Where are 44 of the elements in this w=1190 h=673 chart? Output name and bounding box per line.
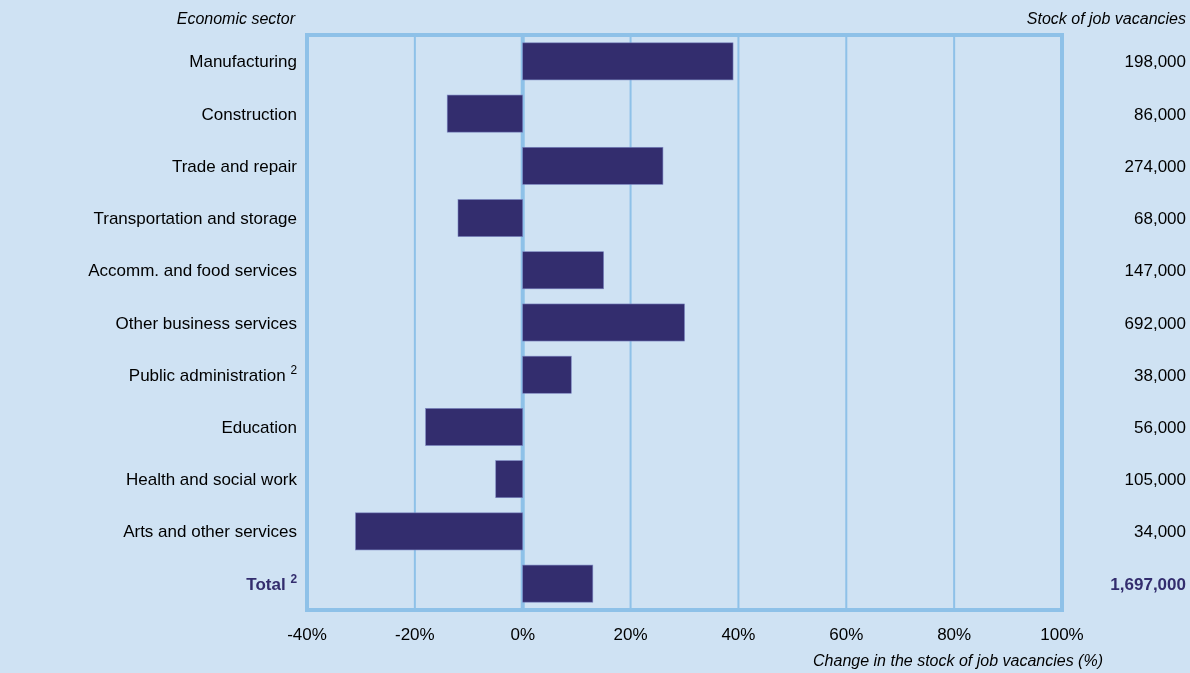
y-tick-label: Trade and repair — [171, 156, 298, 176]
y-tick-label: Accomm. and food services — [88, 261, 297, 281]
bar — [522, 42, 734, 81]
y-tick-label: Health and social work — [125, 470, 298, 490]
y2-axis-title: Stock of job vacancies — [1026, 10, 1186, 27]
y-tick-label: Manufacturing — [189, 52, 297, 72]
text: 1,697,000 — [1110, 574, 1186, 594]
text: 56,000 — [1134, 417, 1186, 437]
bar — [457, 199, 524, 237]
text: 105,000 — [1124, 470, 1186, 490]
x-tick-label: 0% — [510, 625, 535, 644]
x-tick-label: 100% — [1040, 625, 1084, 644]
x-tick-label: 80% — [937, 625, 972, 644]
x-tick-label: -20% — [395, 625, 435, 644]
y-tick-label: Transportation and storage — [93, 209, 297, 229]
text: 692,000 — [1124, 313, 1186, 333]
y-tick-label: Total $^{2}$ — [246, 571, 298, 594]
text: 198,000 — [1124, 52, 1186, 72]
x-tick-label: 60% — [829, 625, 864, 644]
text: 86,000 — [1134, 104, 1186, 124]
text: 34,000 — [1134, 522, 1186, 542]
bar — [446, 94, 524, 133]
text: 274,000 — [1124, 156, 1186, 176]
bar — [522, 146, 664, 185]
text: 147,000 — [1124, 261, 1186, 281]
bar — [425, 408, 524, 446]
bar — [355, 512, 524, 551]
bar — [522, 251, 604, 290]
y-tick-label: Other business services — [115, 313, 297, 333]
text: 68,000 — [1134, 209, 1186, 229]
bar — [522, 564, 594, 603]
y-tick-label: Construction — [201, 104, 297, 124]
text: 38,000 — [1134, 365, 1186, 385]
x-tick-label: 20% — [613, 625, 648, 644]
x-tick-label: -40% — [287, 625, 327, 644]
x-axis-title: Change in the stock of job vacancies (%) — [813, 652, 1103, 669]
bar — [522, 303, 685, 342]
bar — [522, 355, 572, 394]
y-tick-label: Education — [221, 417, 297, 437]
bar — [495, 460, 524, 499]
y-axis-title: Economic sector — [176, 10, 296, 27]
x-tick-label: 40% — [721, 625, 756, 644]
y-tick-label: Arts and other services — [123, 522, 297, 542]
y-tick-label: Public administration $^{2}$ — [128, 362, 298, 385]
